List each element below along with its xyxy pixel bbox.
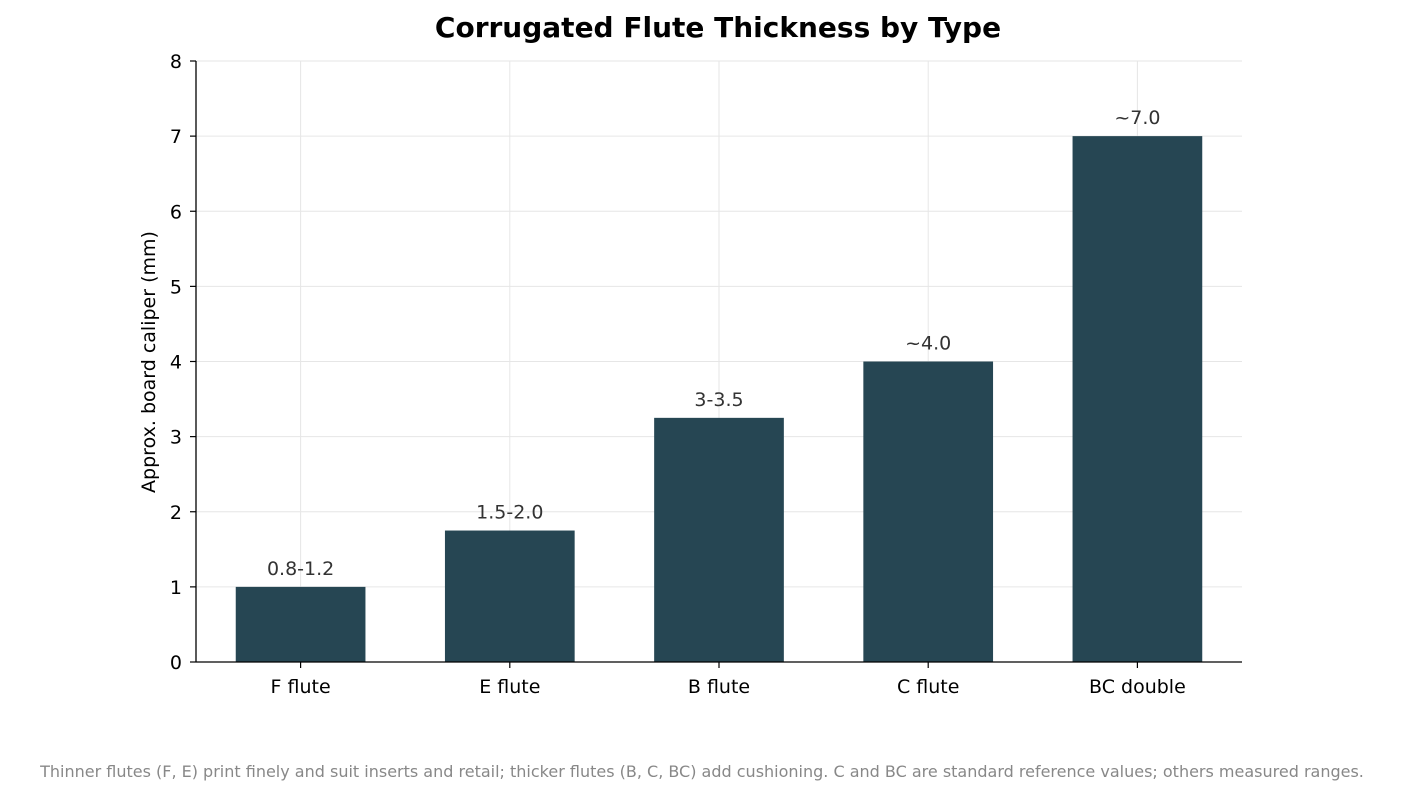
bar: [863, 361, 994, 662]
bar: [235, 586, 366, 662]
data-label: 0.8-1.2: [267, 558, 334, 580]
y-tick-label: 1: [170, 577, 182, 599]
y-tick-label: 8: [170, 51, 182, 73]
y-tick-label: 6: [170, 201, 182, 223]
data-label: ~4.0: [905, 333, 951, 355]
y-tick-label: 5: [170, 276, 182, 298]
axis-layer: 0 1 2 3 4 5 6 7 8 F flute E flute B flute C flute BC …: [170, 51, 1242, 698]
x-tick-label: B flute: [688, 676, 750, 698]
bar: [444, 530, 575, 662]
y-tick-label: 3: [170, 427, 182, 449]
x-tick-label: BC double: [1089, 676, 1186, 698]
y-tick-label: 2: [170, 502, 182, 524]
footnote: Thinner flutes (F, E) print finely and s…: [40, 762, 1364, 781]
bar-chart: Corrugated Flute Thickness by Type 0.8-1…: [138, 11, 1242, 698]
y-tick-label: 0: [170, 652, 182, 674]
data-label: 3-3.5: [694, 389, 743, 411]
data-label: ~7.0: [1114, 107, 1160, 129]
data-label: 1.5-2.0: [476, 502, 543, 524]
y-tick-label: 4: [170, 352, 182, 374]
bar-layer: [235, 136, 1203, 662]
x-tick-label: F flute: [271, 676, 331, 698]
y-axis-label: Approx. board caliper (mm): [138, 231, 160, 493]
x-tick-label: C flute: [897, 676, 959, 698]
y-tick-label: 7: [170, 126, 182, 148]
bar: [654, 417, 784, 662]
chart-title: Corrugated Flute Thickness by Type: [435, 11, 1001, 44]
x-tick-label: E flute: [479, 676, 540, 698]
data-label-layer: 0.8-1.2 1.5-2.0 3-3.5 ~4.0 ~7.0: [267, 107, 1161, 580]
bar: [1072, 136, 1203, 662]
